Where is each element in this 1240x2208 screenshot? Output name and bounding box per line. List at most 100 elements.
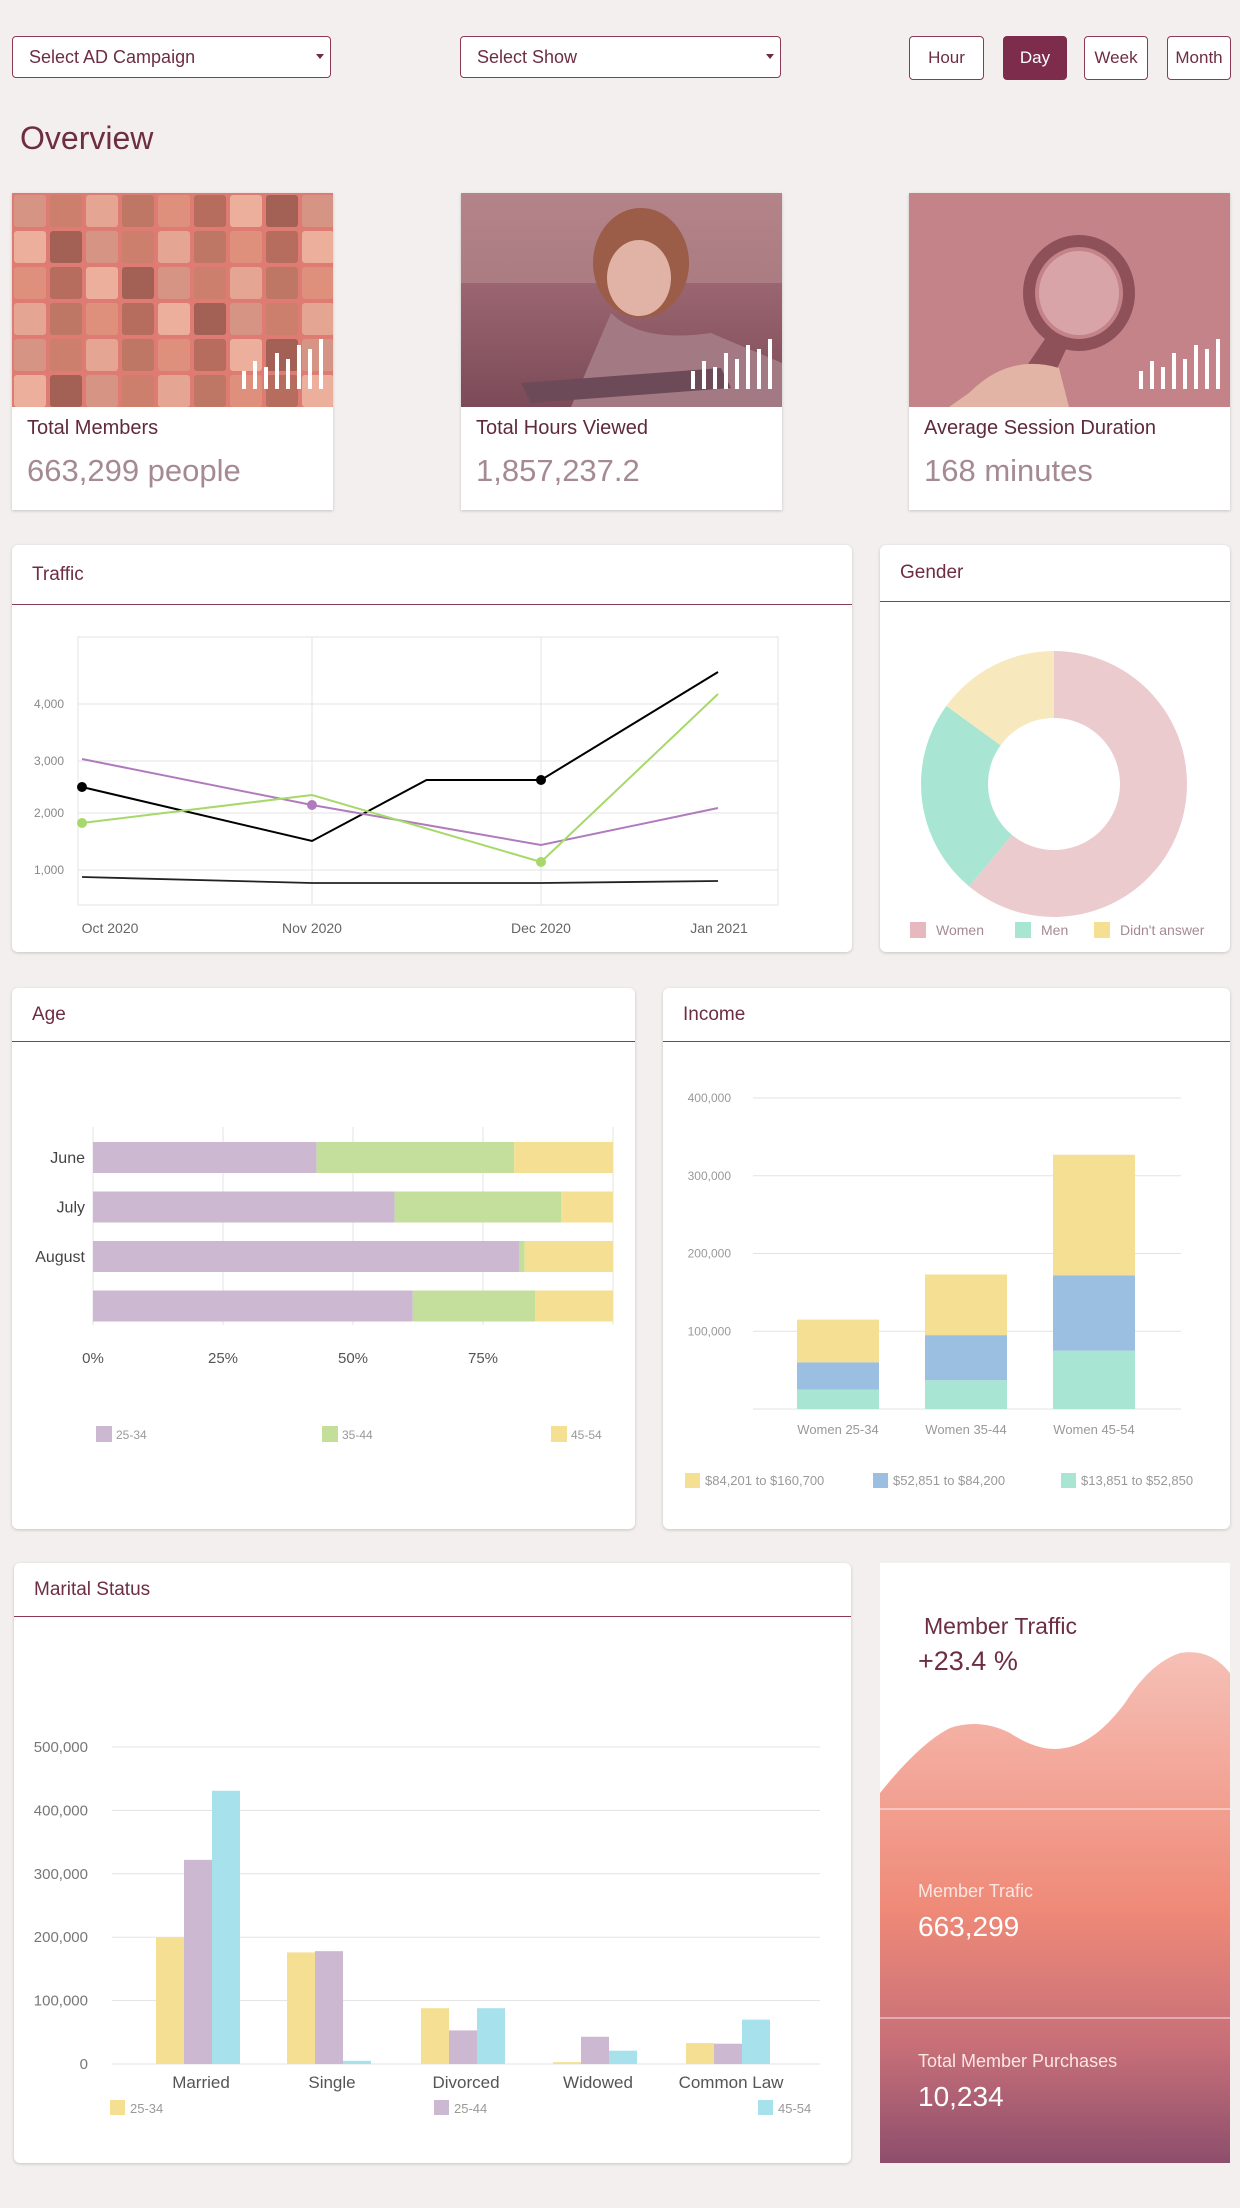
legend-label: 45-54 (778, 2101, 811, 2116)
bar-segment (514, 1142, 613, 1173)
face-tile (86, 231, 118, 263)
bar-segment (519, 1241, 525, 1272)
stat-value: 168 minutes (924, 453, 1093, 488)
day-button[interactable]: Day (1003, 36, 1067, 80)
legend-label: 25-34 (116, 1428, 147, 1442)
y-tick-label: 500,000 (34, 1739, 88, 1756)
ad-campaign-select-value: Select AD Campaign (29, 46, 196, 67)
face-tile (194, 339, 226, 371)
bar (184, 1859, 212, 2064)
legend-swatch (685, 1473, 700, 1488)
face-tile (266, 303, 298, 335)
show-select-value: Select Show (477, 46, 578, 67)
ad-campaign-select[interactable]: Select AD Campaign (12, 36, 331, 78)
x-tick-label: Oct 2020 (82, 920, 139, 936)
bar-chart-icon-bar (308, 349, 312, 389)
bar (156, 1937, 184, 2064)
legend-label: 45-54 (571, 1428, 602, 1442)
bar-chart-icon-bar (242, 371, 246, 389)
legend-swatch (873, 1473, 888, 1488)
face-tile (266, 231, 298, 263)
bar-segment (316, 1142, 515, 1173)
face-tile (194, 303, 226, 335)
bar-segment (797, 1389, 879, 1409)
y-tick-label: 1,000 (34, 863, 64, 877)
face-tile (158, 303, 190, 335)
legend-swatch (322, 1426, 338, 1442)
y-tick-label: 100,000 (688, 1324, 732, 1338)
bar-segment (1053, 1350, 1135, 1409)
bar-chart-icon (1139, 339, 1220, 389)
bar-chart-icon-bar (319, 339, 323, 389)
face-tile (50, 267, 82, 299)
legend-swatch (110, 2100, 125, 2115)
bar-segment (524, 1241, 613, 1272)
bar (477, 2008, 505, 2064)
bar-segment (93, 1191, 395, 1223)
gender-donut-chart: Women Men Didn't answer (910, 651, 1205, 938)
member-trafic-value: 663,299 (918, 1911, 1020, 1942)
y-tick-label: 400,000 (34, 1802, 88, 1819)
bar (421, 2008, 449, 2064)
bar-chart-icon (691, 339, 772, 389)
card-title: Traffic (12, 545, 852, 605)
x-tick-label: Women 35-44 (925, 1422, 1006, 1437)
member-traffic-change: +23.4 % (918, 1646, 1018, 1676)
y-tick-label: 200,000 (688, 1247, 732, 1261)
age-card: Age 0% 25% 50% 75% June July August 25-34 35-44 4… (12, 988, 635, 1529)
face-tile (86, 195, 118, 227)
y-tick-label: 0 (80, 2056, 88, 2073)
income-card: Income 400,000 300,000 200,000 100,000 Women… (663, 988, 1230, 1529)
face-tile (86, 339, 118, 371)
gender-card: Gender Women Men Didn't answer (880, 545, 1230, 952)
data-point (536, 857, 546, 867)
month-button[interactable]: Month (1167, 36, 1231, 80)
bar (212, 1790, 240, 2064)
show-select[interactable]: Select Show (460, 36, 781, 78)
bar-chart-icon-bar (297, 345, 301, 389)
y-tick-label: July (57, 1200, 85, 1217)
woman-with-tablet-image (461, 193, 782, 407)
bar-segment (93, 1241, 520, 1272)
bar-segment (561, 1191, 613, 1223)
bar-chart-icon-bar (1139, 371, 1143, 389)
pie-slice-men (921, 705, 1012, 887)
hour-button[interactable]: Hour (909, 36, 984, 80)
bar (686, 2043, 714, 2064)
bar-chart-icon-bar (724, 353, 728, 389)
bar-chart-icon-bar (768, 339, 772, 389)
x-tick-label: 0% (82, 1350, 104, 1367)
face-tile (50, 195, 82, 227)
bar-chart-icon-bar (1183, 359, 1187, 389)
face-tile (50, 231, 82, 263)
x-tick-label: Divorced (432, 2073, 499, 2092)
income-bar-chart: 400,000 300,000 200,000 100,000 Women 25-34 W… (685, 1091, 1193, 1488)
face-tile (158, 375, 190, 407)
x-tick-label: Single (308, 2073, 355, 2092)
face-tile (14, 231, 46, 263)
bar-chart-icon-bar (691, 371, 695, 389)
data-point (77, 818, 87, 828)
total-purchases-value: 10,234 (918, 2081, 1004, 2112)
legend-swatch (96, 1426, 112, 1442)
bar-chart-icon-bar (702, 361, 706, 389)
face-tile (302, 195, 333, 227)
y-tick-label: 400,000 (688, 1091, 732, 1105)
card-title: Income (663, 988, 1230, 1042)
x-tick-label: 75% (468, 1350, 498, 1367)
face-tile (194, 195, 226, 227)
x-tick-label: 50% (338, 1350, 368, 1367)
face-tile (266, 267, 298, 299)
series-line-all-users (81, 693, 719, 864)
face-tile (50, 375, 82, 407)
bar (742, 2019, 770, 2064)
face-tile (230, 195, 262, 227)
week-button[interactable]: Week (1084, 36, 1148, 80)
legend-label: 25-44 (454, 2101, 487, 2116)
bar-chart-icon-bar (746, 345, 750, 389)
series-line-converters (81, 671, 719, 843)
page-title: Overview (20, 120, 154, 156)
traffic-line-chart: 4,000 3,000 2,000 1,000 Oct 2020 Nov 2020 Dec … (34, 636, 779, 936)
legend-label: 25-34 (130, 2101, 163, 2116)
y-tick-label: June (50, 1150, 85, 1167)
